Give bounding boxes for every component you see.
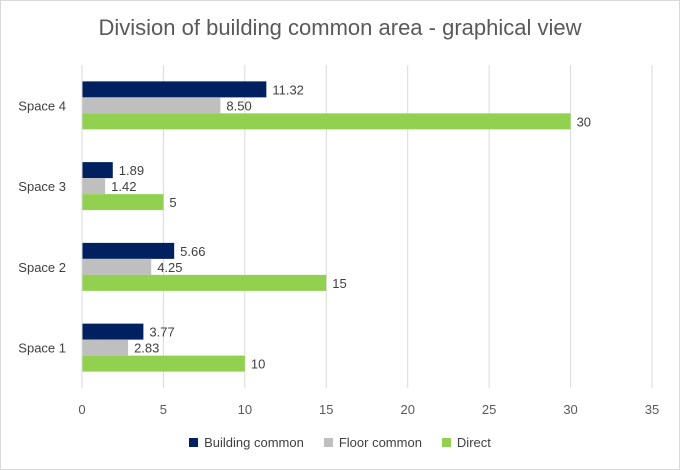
x-tick-label-5: 25: [482, 402, 496, 417]
legend: Building common Floor common Direct: [1, 435, 679, 450]
data-label-building-common-space-1: 3.77: [149, 325, 174, 340]
bar-building-common-space-1: [82, 323, 144, 340]
data-label-building-common-space-4: 11.32: [272, 82, 304, 97]
chart-title: Division of building common area - graph…: [98, 15, 582, 40]
legend-label-building-common: Building common: [204, 435, 304, 450]
category-label-3: Space 3: [18, 179, 66, 194]
bar-building-common-space-3: [82, 162, 113, 179]
bar-floor-common-space-1: [82, 339, 129, 356]
x-tick-label-1: 5: [160, 402, 167, 417]
x-tick-label-3: 15: [319, 402, 333, 417]
bar-direct-space-4: [82, 113, 571, 130]
x-tick-label-4: 20: [400, 402, 414, 417]
bar-direct-space-2: [82, 274, 327, 291]
x-tick-label-7: 35: [645, 402, 659, 417]
x-tick-label-0: 0: [78, 402, 85, 417]
data-label-direct-space-1: 10: [251, 357, 265, 372]
legend-item-direct: Direct: [441, 435, 491, 450]
bar-floor-common-space-4: [82, 97, 221, 114]
bar-direct-space-1: [82, 355, 245, 372]
x-tick-label-2: 10: [238, 402, 252, 417]
bar-floor-common-space-2: [82, 258, 152, 275]
category-label-1: Space 1: [18, 341, 66, 356]
category-label-2: Space 2: [18, 260, 66, 275]
legend-item-building-common: Building common: [189, 435, 304, 450]
legend-label-floor-common: Floor common: [338, 435, 422, 450]
legend-swatch-direct: [441, 438, 451, 447]
category-label-4: Space 4: [18, 98, 66, 113]
x-tick-label-6: 30: [563, 402, 577, 417]
data-label-floor-common-space-2: 4.25: [157, 260, 182, 275]
data-label-direct-space-3: 5: [169, 195, 176, 210]
bar-direct-space-3: [82, 194, 164, 211]
data-label-direct-space-4: 30: [577, 114, 591, 129]
data-label-building-common-space-3: 1.89: [119, 163, 144, 178]
bar-building-common-space-2: [82, 242, 175, 259]
legend-swatch-building-common: [189, 438, 199, 447]
chart-plot: 0 5 10 15 20 25 30 35 Space 1 3.772.83 10 Space 2 5.…: [18, 65, 659, 417]
data-label-floor-common-space-3: 1.42: [111, 179, 136, 194]
bar-building-common-space-4: [82, 81, 267, 98]
data-label-floor-common-space-4: 8.50: [226, 98, 251, 113]
data-label-floor-common-space-1: 2.83: [134, 341, 159, 356]
legend-swatch-floor-common: [323, 438, 333, 447]
data-label-building-common-space-2: 5.66: [180, 244, 205, 259]
data-label-direct-space-2: 15: [332, 276, 346, 291]
legend-item-floor-common: Floor common: [323, 435, 422, 450]
legend-label-direct: Direct: [456, 435, 491, 450]
bar-floor-common-space-3: [82, 178, 106, 195]
